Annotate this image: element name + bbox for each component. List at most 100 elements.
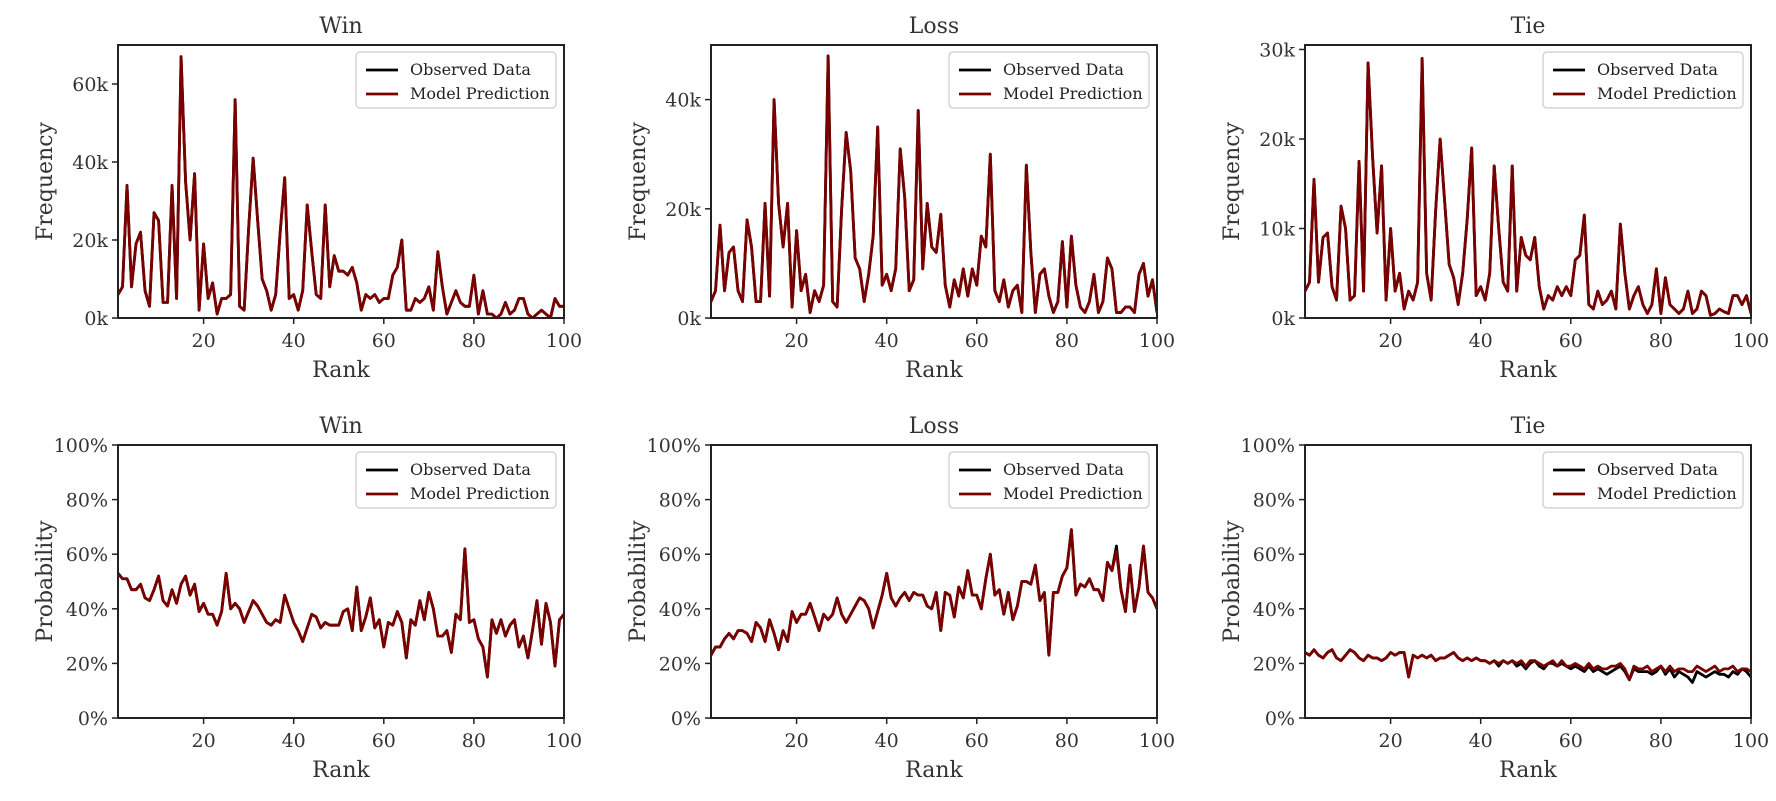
series-line-observed [1305, 648, 1751, 684]
y-tick-label: 20% [1253, 653, 1295, 675]
series-line-model [118, 55, 564, 318]
x-axis-label: Rank [905, 358, 963, 383]
x-tick-label: 40 [1469, 330, 1493, 352]
legend: Observed Data Model Prediction [1542, 451, 1744, 509]
y-tick-label: 0k [677, 308, 701, 330]
y-tick-label: 20% [659, 653, 701, 675]
x-tick-label: 60 [372, 730, 396, 752]
chart-title: Loss [909, 414, 959, 439]
series-line-model [118, 547, 564, 679]
legend-label-observed: Observed Data [410, 460, 531, 479]
plot-frame [1304, 444, 1752, 719]
chart-title: Win [319, 14, 362, 39]
y-tick-label: 40k [665, 90, 701, 112]
legend: Observed Data Model Prediction [355, 451, 557, 509]
series-line-model [711, 528, 1157, 657]
legend: Observed Data Model Prediction [948, 51, 1150, 109]
plot-frame [710, 444, 1158, 719]
y-tick-label: 40% [1253, 599, 1295, 621]
y-axis-label: Probability [626, 520, 651, 643]
y-tick-label: 0k [1271, 308, 1295, 330]
x-tick-label: 20 [192, 330, 216, 352]
series-line-model [1305, 57, 1751, 317]
y-tick-label: 10k [1259, 218, 1295, 240]
y-tick-label: 40% [66, 599, 108, 621]
x-tick-label: 60 [1559, 730, 1583, 752]
y-tick-label: 40k [72, 152, 108, 174]
legend-label-model: Model Prediction [1597, 84, 1737, 103]
y-tick-label: 20k [72, 230, 108, 252]
legend: Observed Data Model Prediction [1542, 51, 1744, 109]
series-line-model [711, 54, 1157, 314]
x-axis-label: Rank [1499, 358, 1557, 383]
x-axis-label: Rank [312, 358, 370, 383]
legend-box [948, 451, 1150, 509]
y-axis-label: Frequency [626, 121, 651, 241]
y-tick-label: 100% [54, 435, 108, 457]
x-tick-label: 40 [282, 730, 306, 752]
chart-panel-6: Tie 20 40 60 80 100 0% 20% 40% 60% 80% 100% Rank Prob… [1220, 414, 1769, 783]
x-tick-label: 40 [282, 330, 306, 352]
x-tick-label: 80 [462, 730, 486, 752]
y-tick-label: 100% [647, 435, 701, 457]
x-tick-label: 100 [1139, 730, 1175, 752]
legend: Observed Data Model Prediction [355, 51, 557, 109]
x-tick-label: 60 [965, 330, 989, 352]
y-tick-label: 0% [78, 708, 108, 730]
x-axis-label: Rank [1499, 758, 1557, 783]
y-tick-label: 80% [66, 490, 108, 512]
chart-title: Win [319, 414, 362, 439]
chart-title: Tie [1511, 414, 1546, 439]
chart-panel-4: Win 20 40 60 80 100 0% 20% 40% 60% 80% 100% Rank Prob… [33, 414, 582, 783]
x-tick-label: 80 [1649, 730, 1673, 752]
x-tick-label: 80 [1055, 330, 1079, 352]
legend-label-observed: Observed Data [1597, 460, 1718, 479]
x-tick-label: 100 [546, 730, 582, 752]
chart-panel-5: Loss 20 40 60 80 100 0% 20% 40% 60% 80% 100% Rank Pro… [626, 414, 1175, 783]
legend-box [1542, 451, 1744, 509]
y-tick-label: 80% [659, 490, 701, 512]
x-tick-label: 20 [785, 330, 809, 352]
x-tick-label: 80 [462, 330, 486, 352]
x-tick-label: 100 [1139, 330, 1175, 352]
legend-label-model: Model Prediction [410, 484, 550, 503]
y-tick-label: 60% [659, 544, 701, 566]
x-tick-label: 40 [875, 730, 899, 752]
y-tick-label: 0% [671, 708, 701, 730]
chart-title: Tie [1511, 14, 1546, 39]
legend-label-observed: Observed Data [410, 60, 531, 79]
legend-label-observed: Observed Data [1597, 60, 1718, 79]
legend-box [1542, 51, 1744, 109]
y-axis-label: Frequency [33, 121, 58, 241]
x-tick-label: 40 [875, 330, 899, 352]
y-tick-label: 80% [1253, 490, 1295, 512]
x-tick-label: 20 [1379, 730, 1403, 752]
y-axis-label: Probability [1220, 520, 1245, 643]
plot-frame [117, 44, 565, 319]
y-tick-label: 60% [1253, 544, 1295, 566]
series-line-observed [711, 528, 1157, 657]
legend-label-observed: Observed Data [1003, 460, 1124, 479]
legend-label-model: Model Prediction [1003, 84, 1143, 103]
y-tick-label: 20% [66, 653, 108, 675]
legend-label-model: Model Prediction [410, 84, 550, 103]
y-tick-label: 100% [1241, 435, 1295, 457]
series-line-model [1305, 648, 1751, 682]
legend: Observed Data Model Prediction [948, 451, 1150, 509]
y-tick-label: 40% [659, 599, 701, 621]
legend-box [355, 51, 557, 109]
x-tick-label: 60 [372, 330, 396, 352]
y-tick-label: 20k [1259, 129, 1295, 151]
plot-frame [710, 44, 1158, 319]
chart-panel-3: Tie 20 40 60 80 100 0k 10k 20k 30k Rank Frequency Ob… [1220, 14, 1769, 383]
legend-label-model: Model Prediction [1003, 484, 1143, 503]
legend-label-observed: Observed Data [1003, 60, 1124, 79]
y-tick-label: 30k [1259, 39, 1295, 61]
y-axis-label: Frequency [1220, 121, 1245, 241]
x-tick-label: 80 [1055, 730, 1079, 752]
x-tick-label: 60 [965, 730, 989, 752]
y-tick-label: 0% [1265, 708, 1295, 730]
y-tick-label: 20k [665, 199, 701, 221]
legend-box [948, 51, 1150, 109]
